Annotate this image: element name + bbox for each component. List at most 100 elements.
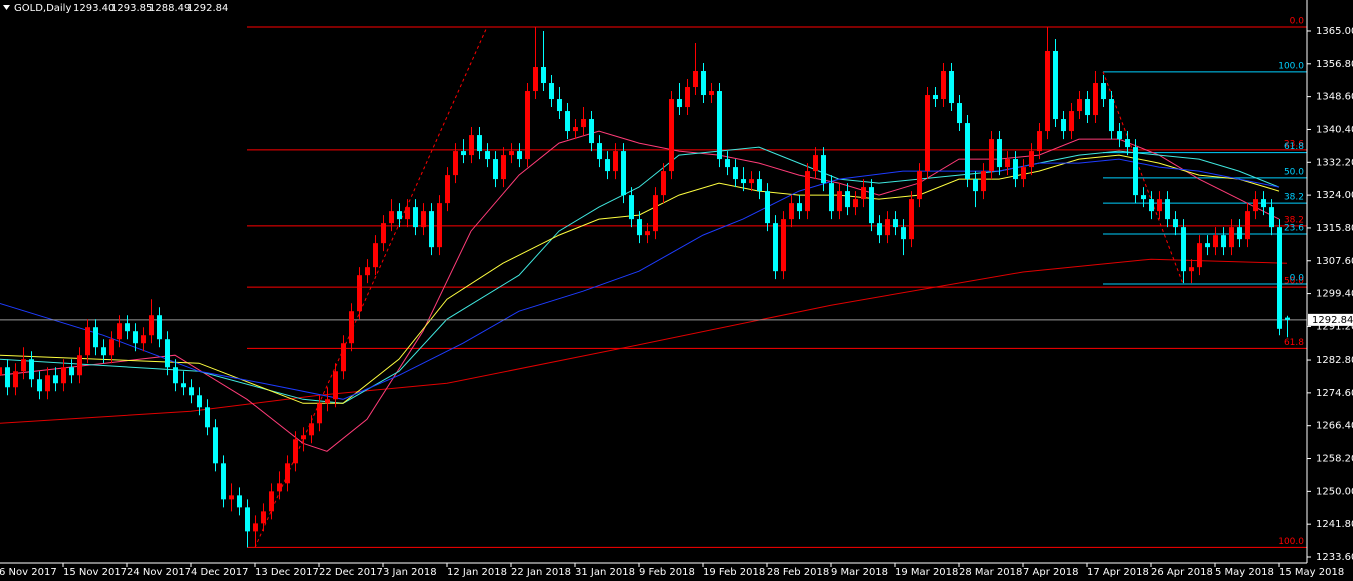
candle-body [669,99,674,172]
candle-body [541,67,546,84]
candle-body [997,139,1002,168]
candle-body [981,171,986,192]
ma-line [0,146,1280,404]
candle-body [989,139,994,172]
candle-body [509,151,514,156]
candle-body [549,83,554,100]
candle-body [277,483,282,492]
candle-body [501,155,506,180]
x-tick-label: 9 Feb 2018 [639,567,695,578]
x-tick-label: 28 Feb 2018 [767,567,829,578]
candle-body [757,179,762,192]
x-tick-label: 22 Dec 2017 [319,567,383,578]
candle-body [893,219,898,228]
candle-body [1061,119,1066,132]
candle-body [821,155,826,184]
y-tick-label: 1356.80 [1316,59,1353,70]
candle-body [789,203,794,220]
menu-triangle[interactable] [3,5,10,10]
candle-body [485,151,490,160]
candle-body [181,383,186,388]
y-tick-label: 1332.20 [1316,157,1353,168]
level-label: 38.2 [1284,215,1304,225]
y-tick-label: 1315.80 [1316,223,1353,234]
ma-line [0,154,1280,404]
candle-body [461,151,466,156]
candle-body [925,95,930,172]
candle-body [317,403,322,424]
candle-body [1005,159,1010,168]
candle-body [1149,199,1154,212]
y-tick-label: 1307.60 [1316,256,1353,267]
candle-body [1093,83,1098,116]
x-tick-label: 22 Jan 2018 [511,567,571,578]
candle-body [773,223,778,272]
candle-body [221,463,226,500]
candle-body [253,523,258,532]
candle-body [197,395,202,408]
candle-body [493,159,498,180]
plot-area: 0.023.638.250.061.8100.0100.061.850.038.… [0,16,1307,548]
candle-body [845,191,850,208]
candle-body [1237,227,1242,240]
candle-body [117,323,122,340]
candle-body [629,195,634,220]
candle-body [37,379,42,392]
candle-body [973,179,978,192]
candle-body [261,511,266,524]
candle-body [245,507,250,532]
candle-body [1109,99,1114,132]
trend-line [1102,71,1184,285]
candle-body [269,491,274,512]
candle-body [1285,317,1290,320]
candle-body [1189,267,1194,272]
x-tick-label: 12 Jan 2018 [447,567,507,578]
candle-body [941,71,946,100]
candle-body [77,355,82,376]
candle-body [389,211,394,224]
candle-body [45,375,50,392]
candle-body [525,91,530,160]
level-label: 50.0 [1284,167,1304,177]
y-tick-label: 1266.40 [1316,421,1353,432]
candle-body [1133,147,1138,196]
candle-body [621,151,626,196]
candle-body [1277,227,1282,329]
last-price-box [1308,313,1353,326]
candle-body [1269,207,1274,228]
candle-body [557,99,562,112]
candle-body [29,359,34,380]
y-tick-label: 1299.40 [1316,289,1353,300]
candle-body [149,315,154,336]
candle-body [517,151,522,160]
level-label: 0.0 [1290,273,1305,283]
level-label: 38.2 [1284,193,1304,203]
x-tick-label: 26 Apr 2018 [1151,567,1213,578]
candle-body [453,151,458,176]
candle-body [1045,50,1050,132]
x-tick-label: 15 Nov 2017 [63,567,127,578]
candle-body [533,67,538,92]
y-tick-label: 1291.20 [1316,321,1353,332]
candle-body [1013,159,1018,180]
candle-body [477,135,482,152]
candle-body [829,183,834,212]
candle-body [85,327,90,356]
candle-body [429,211,434,248]
candle-body [205,407,210,428]
candle-body [1053,50,1058,120]
chart-title: GOLD,Daily [14,3,71,14]
candle-body [173,367,178,384]
candle-body [349,311,354,344]
candle-body [933,95,938,100]
candle-body [93,327,98,348]
candle-body [341,343,346,372]
candle-body [1205,243,1210,248]
candle-body [877,223,882,236]
candle-body [61,367,66,384]
candle-body [917,171,922,200]
x-tick-label: 15 May 2018 [1279,567,1344,578]
candle-body [333,371,338,400]
ma-line [0,158,1280,400]
